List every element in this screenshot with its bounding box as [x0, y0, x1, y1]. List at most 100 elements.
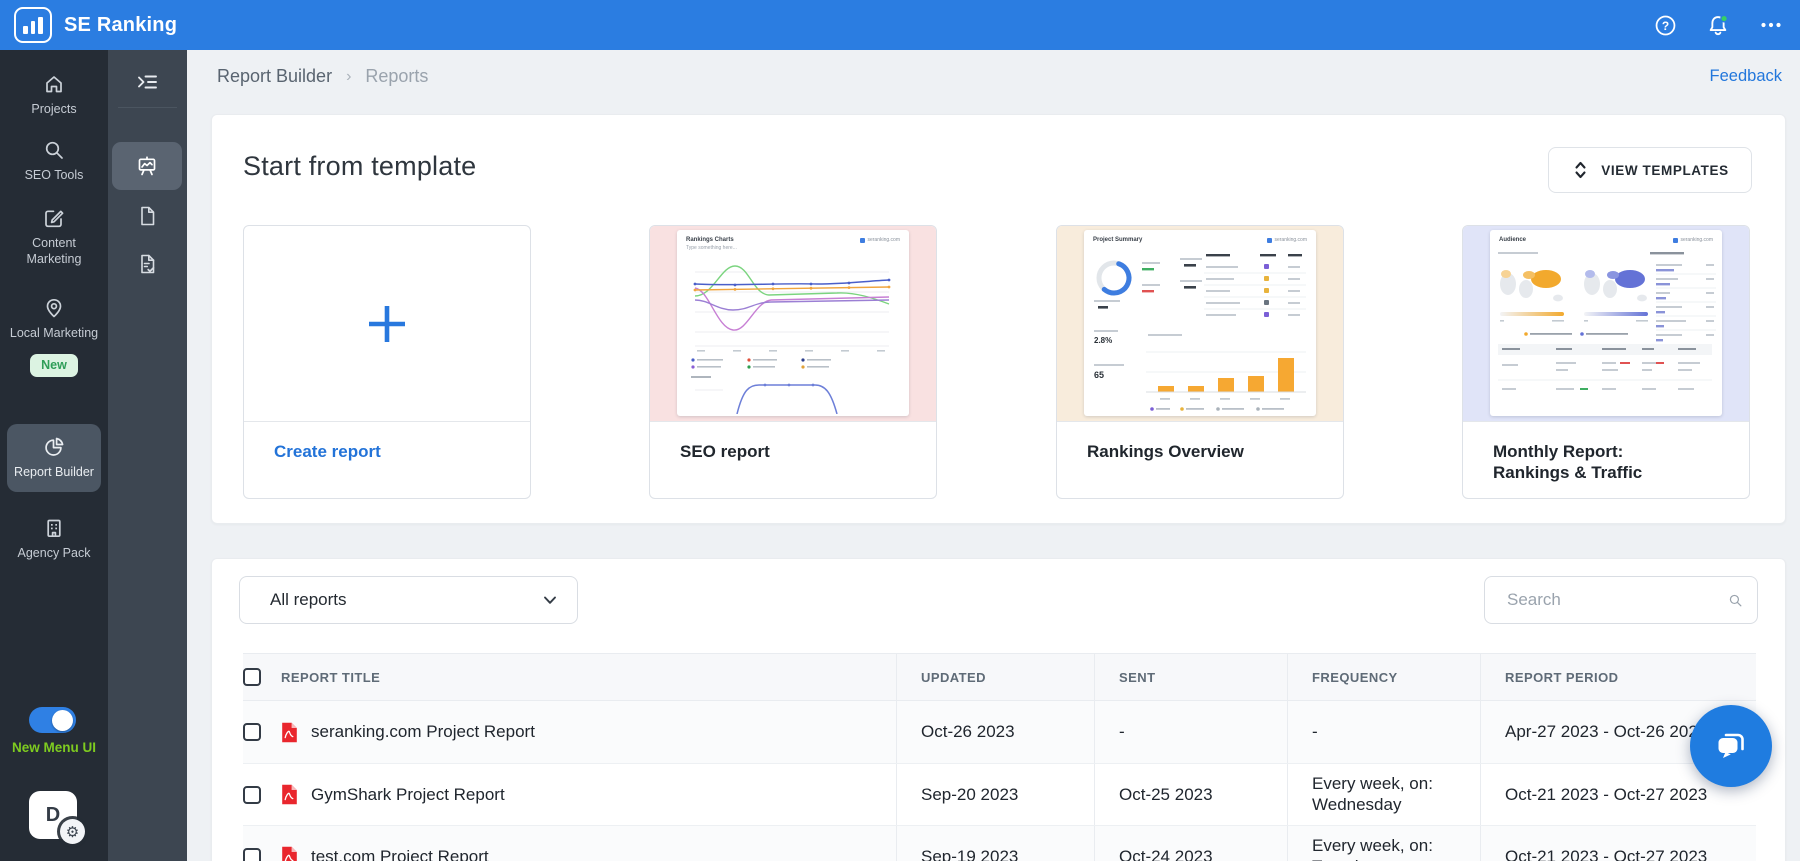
file-icon	[141, 206, 155, 226]
table-row[interactable]: GymShark Project Report Sep-20 2023 Oct-…	[243, 763, 1756, 825]
thumb-subheading: Type something here...	[686, 245, 737, 251]
template-card-seo-report[interactable]: Rankings Charts seranking.com Type somet…	[649, 225, 937, 499]
more-menu-icon[interactable]	[1758, 12, 1784, 38]
pie-chart-icon	[45, 437, 64, 456]
search-tools-icon	[45, 141, 63, 159]
thumb-heading: Rankings Charts	[686, 237, 734, 243]
home-icon	[46, 76, 62, 93]
table-row[interactable]: test.com Project Report Sep-19 2023 Oct-…	[243, 825, 1756, 861]
breadcrumb-parent-link[interactable]: Report Builder	[217, 66, 333, 86]
breadcrumb-chevron-icon: ›	[346, 67, 352, 85]
pdf-file-icon	[282, 784, 297, 805]
collapse-sidebar-icon[interactable]	[135, 70, 159, 94]
sidebar-item-label: Report Builder	[14, 465, 94, 479]
presentation-board-icon	[138, 156, 156, 176]
reports-filter-value: All reports	[270, 590, 347, 609]
sidebar-item-agency-pack[interactable]: Agency Pack	[0, 516, 108, 561]
report-frequency: Every week, on: Tuesday	[1312, 836, 1433, 861]
sidebar-item-seo-tools[interactable]: SEO Tools	[0, 138, 108, 183]
thumb-avg-position-value: 65	[1094, 370, 1105, 380]
svg-text:?: ?	[1661, 18, 1668, 32]
sidebar-item-report-builder[interactable]: Report Builder	[7, 424, 101, 493]
secondary-rail	[108, 50, 187, 861]
page-title: Start from template	[243, 151, 477, 181]
row-checkbox[interactable]	[243, 847, 261, 861]
sort-updown-icon	[1575, 161, 1586, 179]
thumb-summary-graphic	[1094, 254, 1306, 411]
brand-name: SE Ranking	[64, 13, 178, 36]
avatar-letter: D	[45, 803, 61, 826]
thumb-domain: seranking.com	[860, 237, 900, 243]
thumb-visibility-value: 2.8%	[1094, 336, 1113, 345]
rail-divider	[118, 107, 177, 108]
sidebar-item-label: Local Marketing	[9, 326, 99, 340]
settings-gear-icon[interactable]: ⚙	[60, 819, 85, 844]
reports-searchbox	[1484, 576, 1758, 624]
template-title: SEO report	[680, 442, 770, 461]
search-input[interactable]	[1487, 590, 1728, 610]
reports-table: REPORT TITLE UPDATED SENT FREQUENCY REPO…	[243, 653, 1756, 861]
new-menu-ui-toggle[interactable]	[29, 707, 76, 733]
primary-sidebar: Projects SEO Tools Content Marketing Loc…	[0, 50, 108, 861]
template-card-create-report[interactable]: Create report	[243, 225, 531, 499]
brand-logo-link[interactable]: SE Ranking	[14, 7, 177, 43]
help-icon[interactable]: ?	[1652, 12, 1678, 38]
template-title: Monthly Report: Rankings & Traffic	[1493, 442, 1643, 483]
notifications-bell-icon[interactable]	[1705, 12, 1731, 38]
sidebar-item-label: Agency Pack	[17, 546, 91, 560]
table-header-row: REPORT TITLE UPDATED SENT FREQUENCY REPO…	[243, 653, 1756, 701]
select-all-checkbox[interactable]	[243, 668, 261, 686]
table-row[interactable]: seranking.com Project Report Oct-26 2023…	[243, 701, 1756, 763]
chevron-down-icon	[544, 596, 556, 604]
column-header: FREQUENCY	[1312, 669, 1398, 685]
thumb-domain: seranking.com	[1673, 237, 1713, 243]
report-period: Apr-27 2023 - Oct-26 2023	[1505, 722, 1708, 741]
rail-item-new-report[interactable]	[135, 204, 159, 228]
sidebar-item-projects[interactable]: Projects	[0, 72, 108, 117]
row-checkbox[interactable]	[243, 785, 261, 804]
report-title[interactable]: test.com Project Report	[311, 846, 489, 861]
report-frequency: Every week, on: Wednesday	[1312, 774, 1433, 814]
topbar-actions: ?	[1652, 12, 1784, 38]
templates-panel: Start from template VIEW TEMPLATES Creat…	[211, 114, 1786, 524]
report-updated: Sep-20 2023	[921, 784, 1019, 804]
reports-panel: All reports REPORT TITLE UPDATED SENT FR…	[211, 558, 1786, 861]
chat-widget-button[interactable]	[1690, 705, 1772, 787]
template-card-rankings-overview[interactable]: Project Summary seranking.com	[1056, 225, 1344, 499]
building-icon	[47, 519, 61, 538]
report-title[interactable]: seranking.com Project Report	[311, 722, 535, 741]
monthly-report-thumb: Audience seranking.com	[1463, 226, 1749, 422]
top-navbar: SE Ranking ?	[0, 0, 1800, 50]
column-header: REPORT PERIOD	[1505, 669, 1619, 685]
rankings-overview-thumb: Project Summary seranking.com	[1057, 226, 1343, 422]
report-period: Oct-21 2023 - Oct-27 2023	[1505, 784, 1708, 804]
new-badge: New	[30, 354, 78, 377]
row-checkbox[interactable]	[243, 723, 261, 741]
breadcrumb-current: Reports	[365, 66, 429, 86]
new-menu-ui-label: New Menu UI	[11, 740, 96, 755]
seo-report-thumb: Rankings Charts seranking.com Type somet…	[650, 226, 936, 422]
create-report-link[interactable]: Create report	[274, 442, 381, 461]
report-title[interactable]: GymShark Project Report	[311, 784, 505, 804]
rail-item-reports-active[interactable]	[112, 142, 182, 190]
se-ranking-logo-icon	[14, 7, 52, 43]
rail-item-report-templates[interactable]	[135, 252, 159, 276]
column-header: UPDATED	[921, 669, 987, 685]
column-header: REPORT TITLE	[281, 669, 381, 685]
plus-icon	[369, 305, 405, 342]
report-period: Oct-21 2023 - Oct-27 2023	[1505, 846, 1708, 861]
view-templates-label: VIEW TEMPLATES	[1601, 162, 1729, 178]
sidebar-item-local-marketing[interactable]: Local Marketing New	[0, 296, 108, 377]
feedback-link[interactable]: Feedback	[1709, 67, 1782, 85]
file-check-icon	[141, 254, 155, 274]
breadcrumb: Report Builder › Reports	[217, 66, 428, 87]
template-card-monthly-report[interactable]: Audience seranking.com	[1462, 225, 1750, 499]
sidebar-item-content-marketing[interactable]: Content Marketing	[0, 206, 108, 268]
view-templates-button[interactable]: VIEW TEMPLATES	[1548, 147, 1752, 193]
map-pin-icon	[46, 298, 62, 318]
pdf-file-icon	[282, 722, 297, 742]
reports-filter-dropdown[interactable]: All reports	[239, 576, 578, 624]
thumb-line-chart	[691, 265, 891, 414]
report-updated: Oct-26 2023	[921, 722, 1015, 741]
